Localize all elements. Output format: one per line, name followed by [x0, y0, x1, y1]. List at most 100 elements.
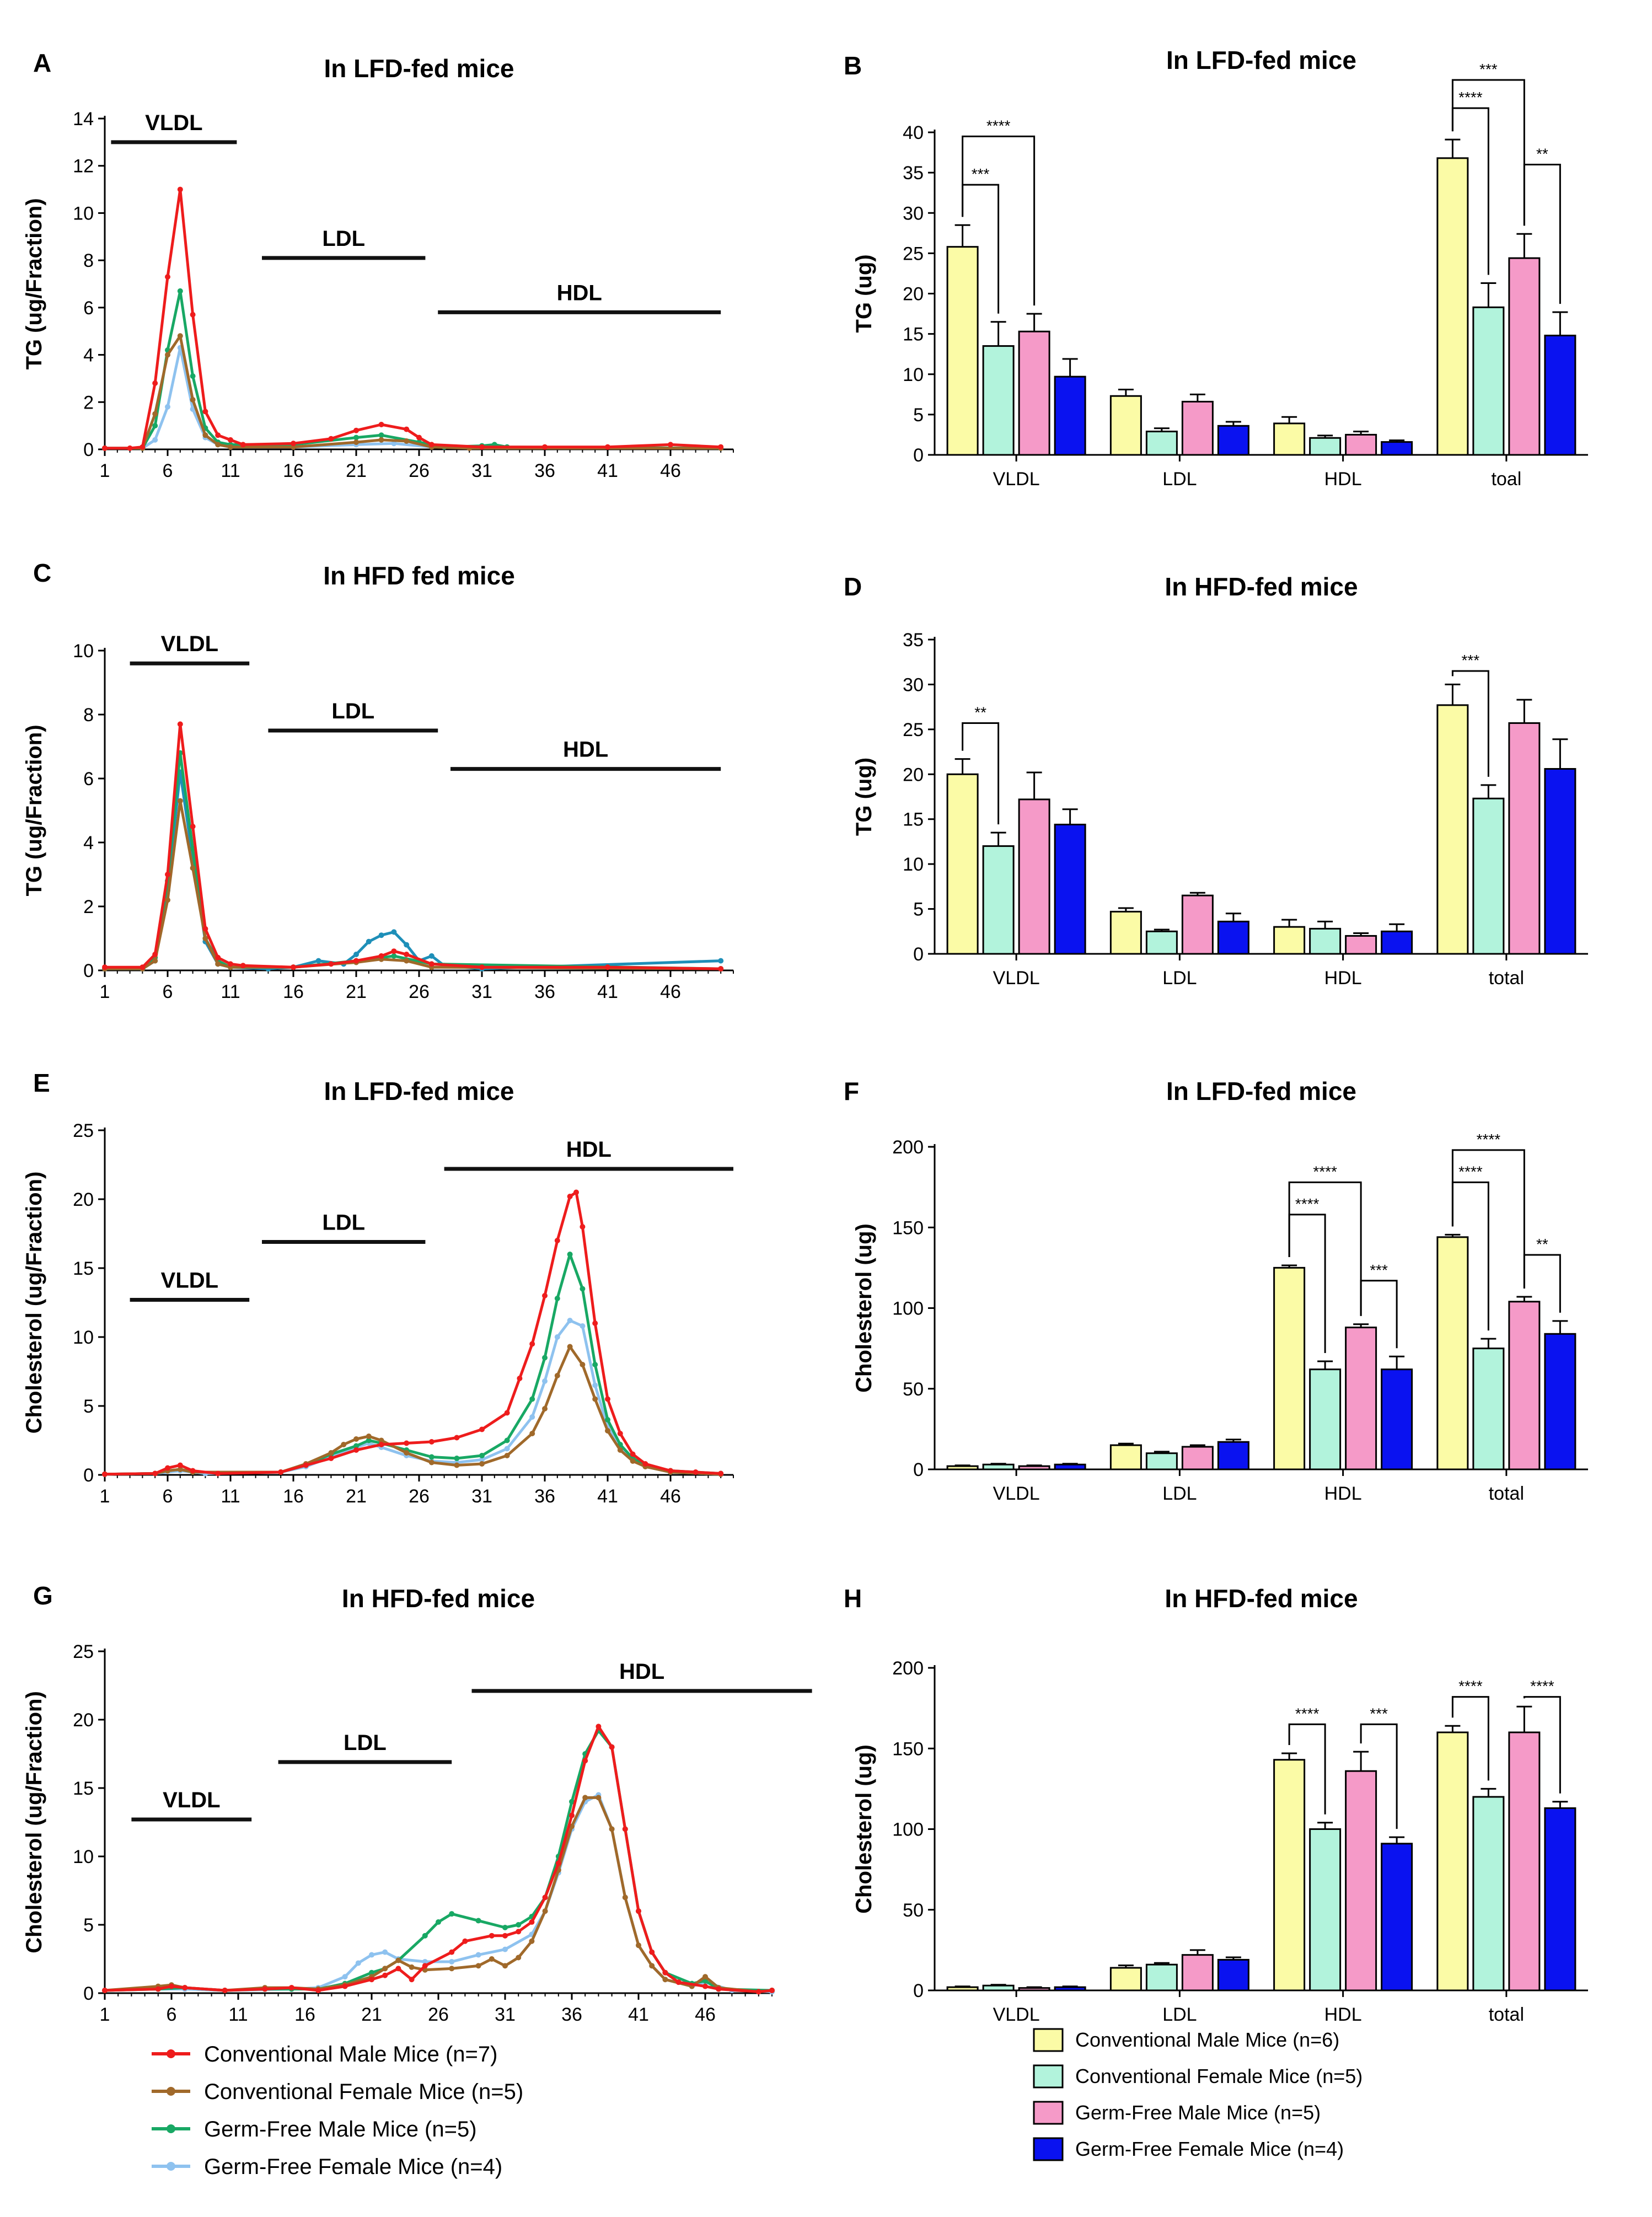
data-point: [502, 1933, 508, 1939]
data-point: [422, 1963, 428, 1969]
data-point: [391, 929, 397, 935]
bar: [1273, 1266, 1306, 1470]
x-tick-label: 21: [346, 460, 367, 481]
region-label: HDL: [566, 1137, 612, 1162]
x-tick-label: 6: [163, 981, 173, 1002]
significance-bracket: [1288, 1723, 1326, 1815]
region-label: HDL: [619, 1660, 664, 1684]
bar: [1181, 1954, 1214, 1991]
data-point: [315, 1988, 321, 1994]
category-label: VLDL: [993, 2004, 1040, 2025]
data-point: [479, 1426, 485, 1432]
data-point: [567, 1318, 573, 1323]
legend-item: Germ-Free Male Mice (n=5): [152, 2117, 477, 2141]
bar: [1436, 1236, 1469, 1470]
x-tick-label: 11: [228, 2004, 248, 2025]
y-tick-label: 25: [903, 243, 924, 264]
y-tick-label: 200: [892, 1658, 924, 1679]
bar: [1273, 422, 1306, 456]
data-point: [675, 1979, 682, 1985]
data-point: [240, 442, 246, 448]
x-tick-label: 6: [163, 1486, 173, 1507]
y-tick-label: 30: [903, 203, 924, 224]
data-point: [165, 352, 170, 358]
data-point: [573, 1189, 579, 1195]
region-label: VLDL: [145, 111, 202, 135]
data-point: [636, 1942, 641, 1948]
y-tick-label: 10: [903, 364, 924, 385]
y-tick-label: 20: [73, 1189, 94, 1210]
data-point: [554, 1296, 560, 1301]
bar: [1109, 395, 1142, 456]
data-point: [542, 1355, 548, 1361]
data-point: [152, 423, 158, 429]
bar: [1436, 704, 1469, 955]
bar: [1508, 1731, 1541, 1991]
data-point: [517, 1376, 523, 1381]
data-point: [222, 1988, 228, 1994]
y-tick-label: 15: [73, 1258, 94, 1279]
data-point: [605, 1417, 610, 1422]
data-point: [190, 824, 196, 829]
region-label: LDL: [322, 227, 365, 251]
significance-label: ****: [1295, 1195, 1320, 1212]
data-point: [202, 936, 208, 941]
panel-letter: A: [33, 49, 51, 77]
data-point: [449, 1958, 455, 1964]
x-tick-label: 36: [534, 1486, 555, 1507]
significance-bracket: [1451, 670, 1489, 777]
data-point: [449, 1949, 455, 1955]
data-point: [609, 1826, 615, 1832]
data-point: [262, 1986, 268, 1992]
significance-bracket: [1523, 1254, 1561, 1313]
x-tick-label: 1: [100, 981, 110, 1002]
y-tick-label: 100: [892, 1298, 924, 1319]
data-point: [215, 442, 221, 448]
chart-title: In LFD-fed mice: [1166, 1077, 1356, 1105]
x-tick-label: 21: [361, 2004, 382, 2025]
y-tick-label: 20: [73, 1710, 94, 1731]
data-point: [416, 434, 422, 441]
data-point: [542, 1406, 548, 1411]
data-point: [622, 1894, 628, 1901]
data-point: [428, 953, 435, 959]
y-tick-label: 10: [73, 1846, 94, 1867]
region-label: VLDL: [161, 632, 218, 656]
series-line: [104, 1793, 773, 1993]
bar: [1309, 437, 1342, 456]
data-point: [404, 1440, 410, 1446]
data-point: [102, 1988, 108, 1994]
data-point: [422, 1933, 428, 1939]
data-point: [622, 1826, 628, 1832]
data-point: [169, 1983, 174, 1989]
data-point: [369, 1952, 374, 1958]
y-tick-label: 10: [73, 203, 94, 224]
data-point: [382, 1949, 388, 1955]
bar: [1145, 930, 1178, 955]
bar: [1508, 257, 1541, 456]
legend-label: Conventional Male Mice (n=7): [204, 2042, 497, 2066]
data-point: [454, 1435, 460, 1441]
data-point: [152, 952, 158, 957]
data-point: [165, 1465, 170, 1471]
data-point: [366, 1434, 372, 1439]
data-point: [404, 426, 410, 432]
bar: [1018, 1465, 1050, 1470]
y-axis-label: Cholesterol (ug): [852, 1223, 876, 1393]
x-tick-label: 26: [409, 981, 430, 1002]
legend-label: Conventional Female Mice (n=5): [204, 2080, 523, 2104]
data-point: [502, 1946, 508, 1952]
data-point: [378, 432, 384, 438]
chart-title: In HFD fed mice: [323, 561, 515, 590]
data-point: [462, 1938, 468, 1944]
data-point: [215, 1470, 221, 1477]
data-point: [369, 1977, 374, 1983]
y-tick-label: 25: [73, 1641, 94, 1662]
y-tick-label: 4: [83, 345, 94, 366]
data-point: [315, 958, 321, 964]
y-tick-label: 0: [913, 445, 924, 466]
category-label: VLDL: [993, 968, 1040, 989]
bar: [1436, 1731, 1469, 1991]
y-axis-label: TG (ug/Fraction): [22, 724, 46, 896]
data-point: [554, 1238, 560, 1243]
